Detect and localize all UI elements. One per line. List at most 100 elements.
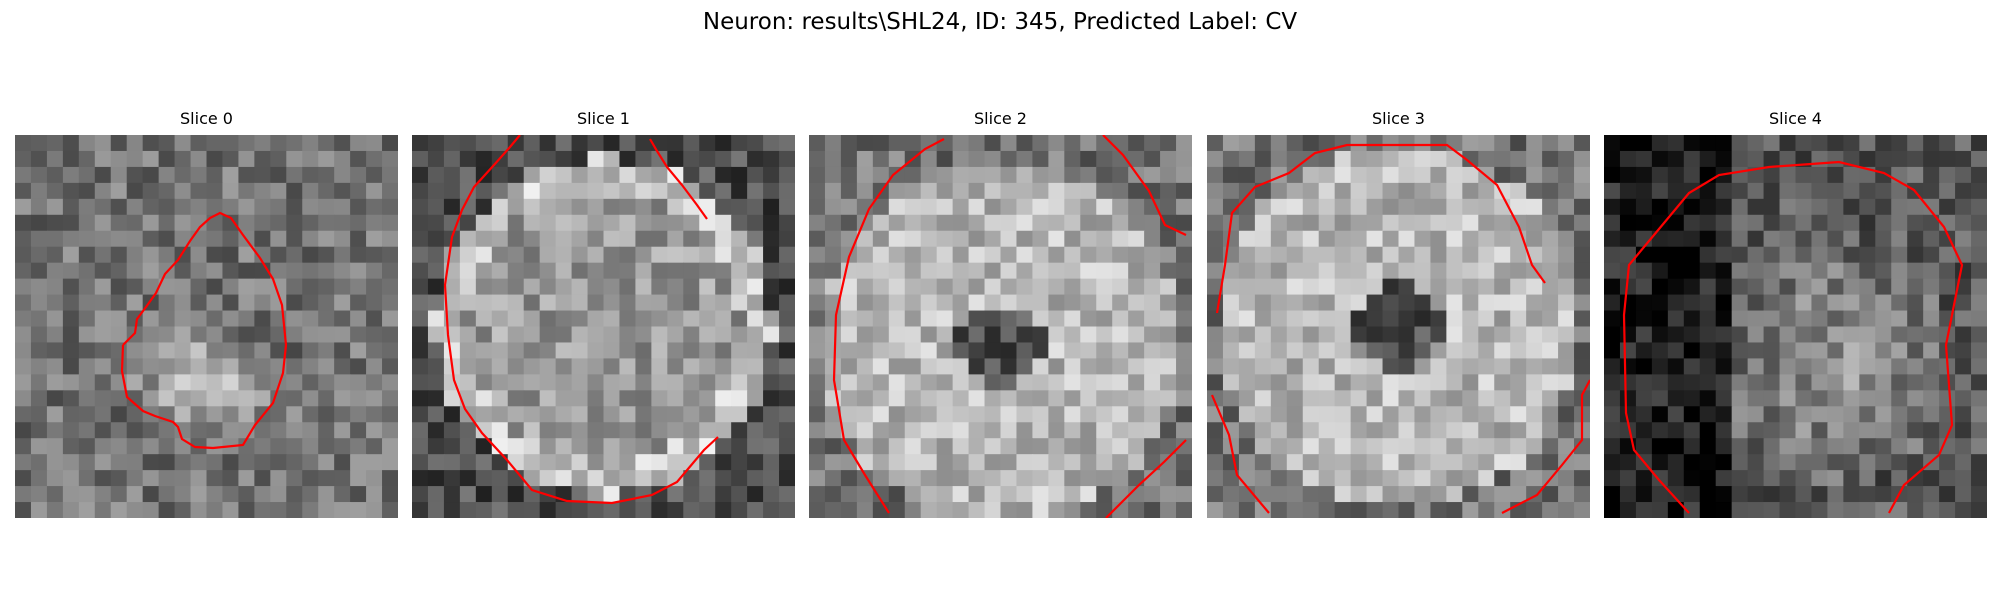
pixel	[779, 422, 795, 439]
pixel	[1574, 294, 1590, 312]
pixel	[1859, 438, 1876, 455]
pixel	[1144, 486, 1161, 503]
pixel	[1619, 374, 1637, 391]
pixel	[1238, 230, 1256, 248]
pixel	[1270, 470, 1288, 487]
pixel	[872, 374, 890, 391]
pixel	[1510, 390, 1527, 407]
pixel	[1683, 422, 1701, 439]
pixel	[15, 262, 32, 280]
pixel	[763, 326, 780, 344]
pixel	[1176, 390, 1192, 407]
pixel	[475, 342, 493, 360]
pixel	[382, 310, 398, 328]
pixel	[571, 214, 589, 232]
pixel	[1494, 294, 1511, 312]
pixel	[651, 278, 668, 296]
pixel	[747, 294, 764, 312]
pixel	[1366, 358, 1384, 375]
pixel	[1048, 214, 1065, 232]
pixel	[190, 422, 208, 439]
pixel	[1843, 358, 1860, 375]
pixel	[1635, 278, 1653, 296]
pixel	[270, 422, 287, 439]
pixel	[507, 374, 525, 391]
pixel	[968, 294, 986, 312]
pixel	[254, 166, 271, 184]
pixel	[1923, 310, 1940, 328]
pixel	[78, 486, 96, 503]
pixel	[715, 198, 732, 216]
pixel	[1064, 166, 1081, 184]
pixel	[1604, 422, 1621, 439]
pixel	[412, 358, 429, 375]
pixel	[968, 246, 986, 264]
pixel	[667, 502, 684, 518]
pixel	[1160, 390, 1177, 407]
pixel	[334, 135, 351, 152]
pixel	[1683, 166, 1701, 184]
pixel	[1795, 422, 1813, 439]
pixel	[1238, 150, 1256, 168]
pixel	[603, 166, 621, 184]
pixel	[603, 502, 621, 518]
pixel	[238, 486, 255, 503]
pixel	[840, 214, 858, 232]
pixel	[1032, 230, 1049, 248]
pixel	[1875, 246, 1892, 264]
pixel	[840, 358, 858, 375]
pixel	[888, 262, 906, 280]
pixel	[1827, 502, 1844, 518]
pixel	[1747, 294, 1765, 312]
pixel	[635, 326, 652, 344]
pixel	[715, 342, 732, 360]
pixel	[1667, 406, 1685, 423]
pixel	[1811, 438, 1829, 455]
slice-image	[1207, 135, 1590, 518]
pixel	[1955, 198, 1972, 216]
pixel	[888, 422, 906, 439]
pixel	[254, 262, 271, 280]
pixel	[302, 262, 319, 280]
pixel	[1270, 278, 1288, 296]
pixel	[1558, 246, 1575, 264]
pixel	[619, 454, 637, 471]
pixel	[1302, 342, 1320, 360]
pixel	[809, 438, 826, 455]
pixel	[1635, 470, 1653, 487]
pixel	[1955, 390, 1972, 407]
pixel	[1128, 230, 1145, 248]
pixel	[1651, 470, 1669, 487]
pixel	[126, 438, 144, 455]
pixel	[1318, 246, 1336, 264]
pixel	[1048, 246, 1065, 264]
pixel	[302, 150, 319, 168]
pixel	[1334, 470, 1352, 487]
pixel	[1907, 230, 1924, 248]
pixel	[667, 342, 684, 360]
pixel	[1254, 422, 1272, 439]
pixel	[366, 150, 383, 168]
pixel	[1891, 342, 1908, 360]
pixel	[1254, 166, 1272, 184]
pixel	[731, 166, 748, 184]
pixel	[1619, 422, 1637, 439]
pixel	[254, 390, 271, 407]
pixel	[683, 406, 700, 423]
pixel	[1112, 198, 1129, 216]
pixel	[254, 342, 271, 360]
pixel	[1000, 150, 1018, 168]
pixel	[1827, 406, 1844, 423]
pixel	[174, 502, 192, 518]
pixel	[1446, 262, 1463, 280]
pixel	[1222, 278, 1240, 296]
pixel	[635, 230, 652, 248]
pixel	[1160, 278, 1177, 296]
neuron-contour	[120, 211, 288, 450]
pixel	[1875, 406, 1892, 423]
pixel	[334, 422, 351, 439]
pixel	[1891, 374, 1908, 391]
pixel	[619, 230, 637, 248]
pixel	[1128, 470, 1145, 487]
pixel	[1604, 135, 1621, 152]
